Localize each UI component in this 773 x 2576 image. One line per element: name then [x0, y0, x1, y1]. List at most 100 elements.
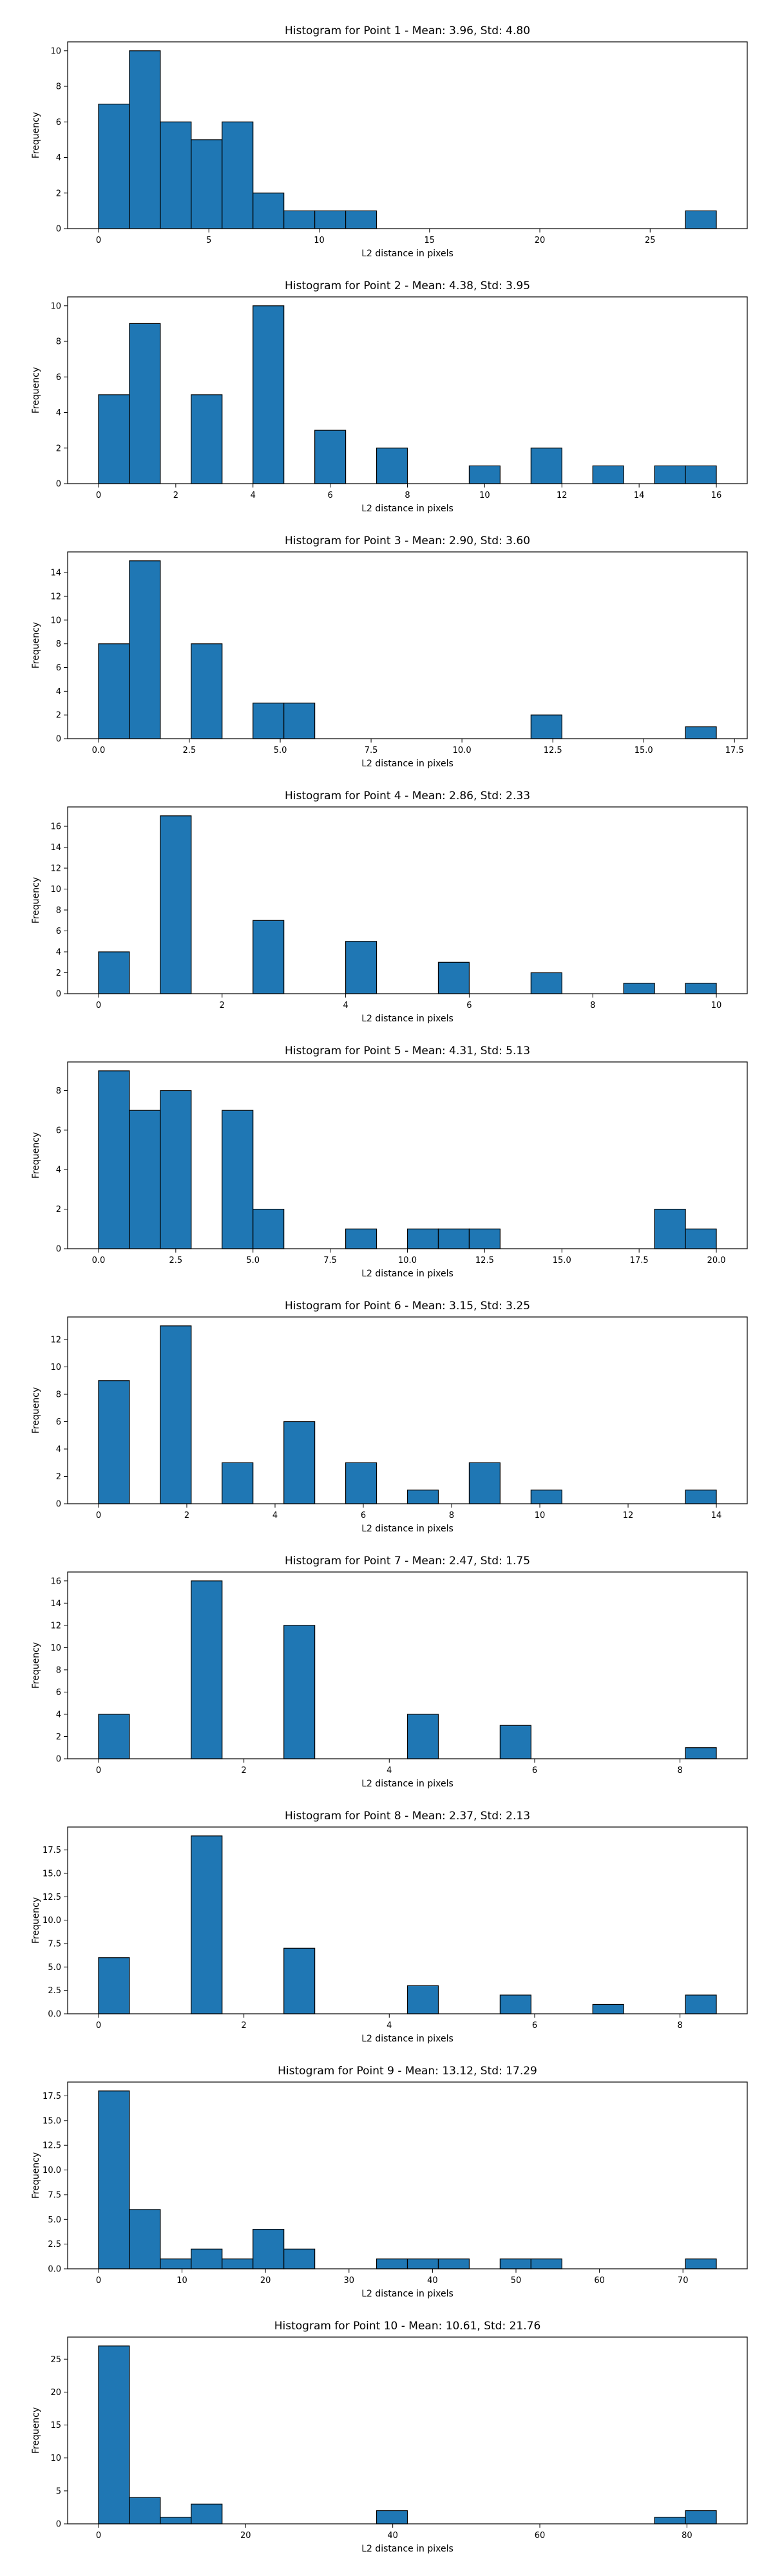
histogram-bar — [345, 1228, 377, 1249]
y-tick-label: 12 — [50, 864, 61, 874]
y-tick-label: 0 — [56, 990, 61, 999]
x-tick-label: 7.5 — [365, 746, 378, 755]
x-tick-label: 2 — [220, 1001, 225, 1010]
y-axis-label: Frequency — [31, 877, 41, 923]
x-axis-label: L2 distance in pixels — [361, 1779, 453, 1789]
x-tick-label: 6 — [327, 491, 332, 500]
x-tick-label: 6 — [532, 2021, 537, 2031]
plot-frame — [67, 2336, 748, 2524]
x-tick-label: 2 — [241, 2021, 246, 2031]
histogram-bar — [592, 465, 624, 484]
x-tick-label: 2.5 — [183, 746, 196, 755]
y-tick-label: 0 — [56, 1500, 61, 1510]
histogram-bar — [160, 2517, 192, 2524]
y-tick-label: 0 — [56, 1755, 61, 1765]
y-tick-label: 4 — [56, 687, 61, 697]
x-tick-label: 14 — [711, 1511, 722, 1520]
histogram-bar — [376, 2259, 408, 2269]
histogram-bar — [98, 1957, 130, 2014]
x-tick-label: 4 — [343, 1001, 348, 1010]
x-tick-label: 12 — [557, 491, 568, 500]
x-tick-label: 17.5 — [725, 746, 744, 755]
histogram-bar — [191, 2248, 223, 2269]
histogram-bar — [191, 394, 223, 484]
x-tick-label: 8 — [449, 1511, 454, 1520]
histogram-bar — [283, 1947, 316, 2014]
histogram-bar — [623, 983, 655, 994]
histogram-bar — [191, 1580, 223, 1759]
x-axis-label: L2 distance in pixels — [361, 1524, 453, 1534]
histogram-bar — [468, 1228, 501, 1249]
histogram-bar — [654, 2517, 686, 2524]
histogram-bar — [129, 50, 161, 229]
histogram-bar — [530, 714, 562, 739]
y-tick-label: 14 — [50, 843, 61, 853]
x-tick-label: 40 — [427, 2276, 438, 2286]
histogram-bar — [376, 2510, 408, 2524]
histogram-bar — [685, 2510, 717, 2524]
x-tick-label: 50 — [511, 2276, 522, 2286]
y-axis-label: Frequency — [31, 622, 41, 668]
y-tick-label: 2.5 — [48, 1986, 61, 1996]
y-tick-label: 2 — [56, 1732, 61, 1742]
histogram-bar — [685, 983, 717, 994]
y-tick-label: 16 — [50, 822, 61, 832]
x-tick-label: 10.0 — [398, 1256, 417, 1265]
y-tick-label: 10 — [50, 301, 61, 311]
histogram-bar — [685, 726, 717, 739]
bars — [98, 305, 717, 484]
histogram-bar — [530, 2259, 562, 2269]
histogram-bar — [437, 961, 470, 994]
histogram-bar — [406, 1228, 439, 1249]
y-axis-label: Frequency — [31, 1897, 41, 1944]
histogram-bar — [283, 1625, 316, 1759]
histogram-bar — [98, 394, 130, 484]
y-tick-label: 7.5 — [48, 2190, 61, 2200]
chart-panel-7: Histogram for Point 7 - Mean: 2.47, Std:… — [31, 1555, 748, 1789]
y-tick-label: 4 — [56, 948, 61, 958]
histogram-bar — [406, 1714, 439, 1759]
histogram-bar — [654, 1209, 686, 1249]
x-tick-label: 17.5 — [630, 1256, 649, 1265]
x-tick-label: 4 — [386, 1766, 392, 1776]
y-tick-label: 0 — [56, 1245, 61, 1255]
x-tick-label: 0.0 — [92, 1256, 106, 1265]
y-tick-label: 10 — [50, 46, 61, 56]
histogram-bar — [437, 1228, 470, 1249]
x-tick-label: 70 — [678, 2276, 689, 2286]
x-tick-label: 30 — [344, 2276, 355, 2286]
y-tick-label: 14 — [50, 1599, 61, 1609]
histogram-bar — [685, 1490, 717, 1504]
y-tick-label: 12.5 — [43, 1893, 61, 1902]
plot-frame — [67, 806, 748, 994]
y-tick-label: 8 — [56, 1665, 61, 1675]
histogram-bar — [98, 951, 130, 994]
x-tick-label: 20.0 — [707, 1256, 726, 1265]
x-tick-label: 10 — [711, 1001, 722, 1010]
histogram-bar — [685, 1228, 717, 1249]
bars — [98, 2090, 717, 2269]
histogram-bar — [253, 1209, 285, 1249]
histogram-bar — [283, 1421, 316, 1504]
x-tick-label: 4 — [251, 491, 256, 500]
x-tick-label: 4 — [272, 1511, 278, 1520]
chart-panel-6: Histogram for Point 6 - Mean: 3.15, Std:… — [31, 1300, 748, 1534]
histogram-bar — [283, 703, 316, 739]
y-tick-label: 25 — [50, 2355, 61, 2365]
histogram-bar — [530, 972, 562, 994]
plot-frame — [67, 41, 748, 229]
y-tick-label: 8 — [56, 1086, 61, 1096]
x-tick-label: 0 — [96, 1001, 101, 1010]
x-axis-label: L2 distance in pixels — [361, 759, 453, 769]
histogram-bar — [468, 465, 501, 484]
y-tick-label: 6 — [56, 1417, 61, 1427]
y-tick-label: 0.0 — [48, 2010, 61, 2020]
chart-panel-3: Histogram for Point 3 - Mean: 2.90, Std:… — [31, 535, 748, 769]
y-tick-label: 12 — [50, 592, 61, 602]
x-tick-label: 10 — [535, 1511, 546, 1520]
histogram-bar — [685, 2259, 717, 2269]
histogram-bar — [283, 210, 316, 229]
chart-title: Histogram for Point 1 - Mean: 3.96, Std:… — [285, 24, 530, 37]
bars — [98, 1580, 717, 1759]
histogram-bar — [345, 210, 377, 229]
